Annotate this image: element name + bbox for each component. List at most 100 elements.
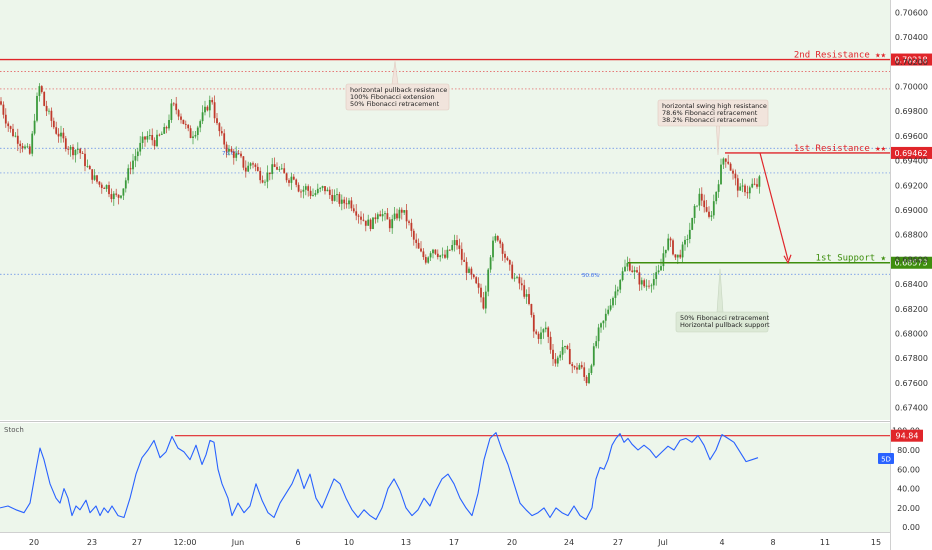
candle xyxy=(374,213,377,224)
candle xyxy=(482,291,485,310)
candle xyxy=(187,124,190,132)
price-axis-background[interactable] xyxy=(890,0,932,550)
candle xyxy=(256,163,259,172)
candle xyxy=(427,256,430,264)
candle xyxy=(734,169,737,186)
candle xyxy=(100,182,103,194)
price-tick-label: 0.69000 xyxy=(895,206,928,215)
candle-body xyxy=(218,123,221,132)
candle-body xyxy=(280,168,283,170)
price-panel-background[interactable] xyxy=(0,0,890,420)
candle-body xyxy=(403,210,406,213)
candle-body xyxy=(302,189,305,192)
candle-body xyxy=(376,214,379,220)
time-tick-label: 17 xyxy=(449,538,459,547)
candle-body xyxy=(208,100,211,111)
stoch-legend-tag xyxy=(878,453,894,464)
candle-body xyxy=(549,336,552,350)
candle-body xyxy=(660,266,662,271)
candle xyxy=(636,266,638,273)
candle-body xyxy=(28,146,31,154)
candle-body xyxy=(98,181,101,185)
candle-body xyxy=(468,268,470,273)
candle xyxy=(240,151,242,159)
candle xyxy=(556,355,559,367)
candle xyxy=(26,143,29,149)
candle-body xyxy=(523,285,526,297)
candle xyxy=(564,345,566,354)
candle-body xyxy=(220,131,223,134)
fib-label: 50.0% xyxy=(582,273,599,279)
candle-body xyxy=(609,305,612,310)
candle-body xyxy=(112,193,115,200)
candle-body xyxy=(595,341,598,347)
candle-body xyxy=(184,123,187,125)
candle xyxy=(31,130,34,157)
candle-body xyxy=(686,239,689,240)
candle-body xyxy=(355,211,358,216)
candle-body xyxy=(100,184,103,188)
candle xyxy=(278,166,281,172)
annotation-text: 78.6% Fibonacci retracement xyxy=(662,109,758,117)
candle-body xyxy=(444,254,446,258)
candle xyxy=(268,172,271,181)
candle xyxy=(717,179,720,198)
candle-body xyxy=(470,268,473,275)
candle-body xyxy=(64,138,67,149)
candle xyxy=(76,142,79,155)
candle-body xyxy=(328,189,331,195)
candle-body xyxy=(43,91,46,106)
candle xyxy=(499,238,502,248)
candle-body xyxy=(535,331,538,334)
candle-body xyxy=(38,86,41,96)
candle-body xyxy=(81,153,84,154)
candle-body xyxy=(254,164,257,167)
candle xyxy=(600,322,602,333)
candle xyxy=(679,249,682,259)
candle xyxy=(703,194,706,213)
candle xyxy=(67,146,70,155)
candle-body xyxy=(648,285,650,287)
level-price-value: 0.70218 xyxy=(894,56,927,65)
annotation-box xyxy=(657,99,769,127)
candle-body xyxy=(664,249,667,254)
candle-body xyxy=(753,183,756,185)
candle-body xyxy=(177,110,180,117)
candle-body xyxy=(669,238,672,241)
candle-body xyxy=(19,143,22,147)
candle-body xyxy=(477,283,480,288)
annotation-box xyxy=(345,83,450,111)
fib-label: 78.6% xyxy=(222,151,239,157)
candle-body xyxy=(127,168,130,181)
candle-body xyxy=(751,183,754,188)
candle-body xyxy=(343,199,346,204)
candle-body xyxy=(405,210,408,222)
candle xyxy=(211,97,214,105)
candle xyxy=(667,233,670,252)
candle xyxy=(139,136,142,156)
candle xyxy=(160,131,163,136)
candle xyxy=(614,284,617,306)
candle-body xyxy=(237,153,240,155)
candle xyxy=(729,162,732,171)
price-tick-label: 0.69800 xyxy=(895,107,928,116)
candle-body xyxy=(736,178,739,191)
candle-body xyxy=(592,346,595,366)
candle-body xyxy=(698,193,701,206)
candle xyxy=(158,133,161,137)
candle xyxy=(602,320,605,330)
candle xyxy=(472,273,475,279)
candle xyxy=(700,187,703,207)
candle xyxy=(720,158,722,185)
candle-body xyxy=(374,217,377,220)
candle xyxy=(242,155,245,171)
time-tick-label: 27 xyxy=(132,538,142,547)
candle xyxy=(388,217,391,232)
candle xyxy=(552,344,554,366)
stoch-value-text: 94.84 xyxy=(896,432,919,441)
candle-body xyxy=(134,156,137,161)
annotation-pointer xyxy=(391,61,399,85)
stoch-panel-background[interactable] xyxy=(0,423,890,532)
candle xyxy=(516,275,518,280)
price-tick-label: 0.69200 xyxy=(895,181,928,190)
